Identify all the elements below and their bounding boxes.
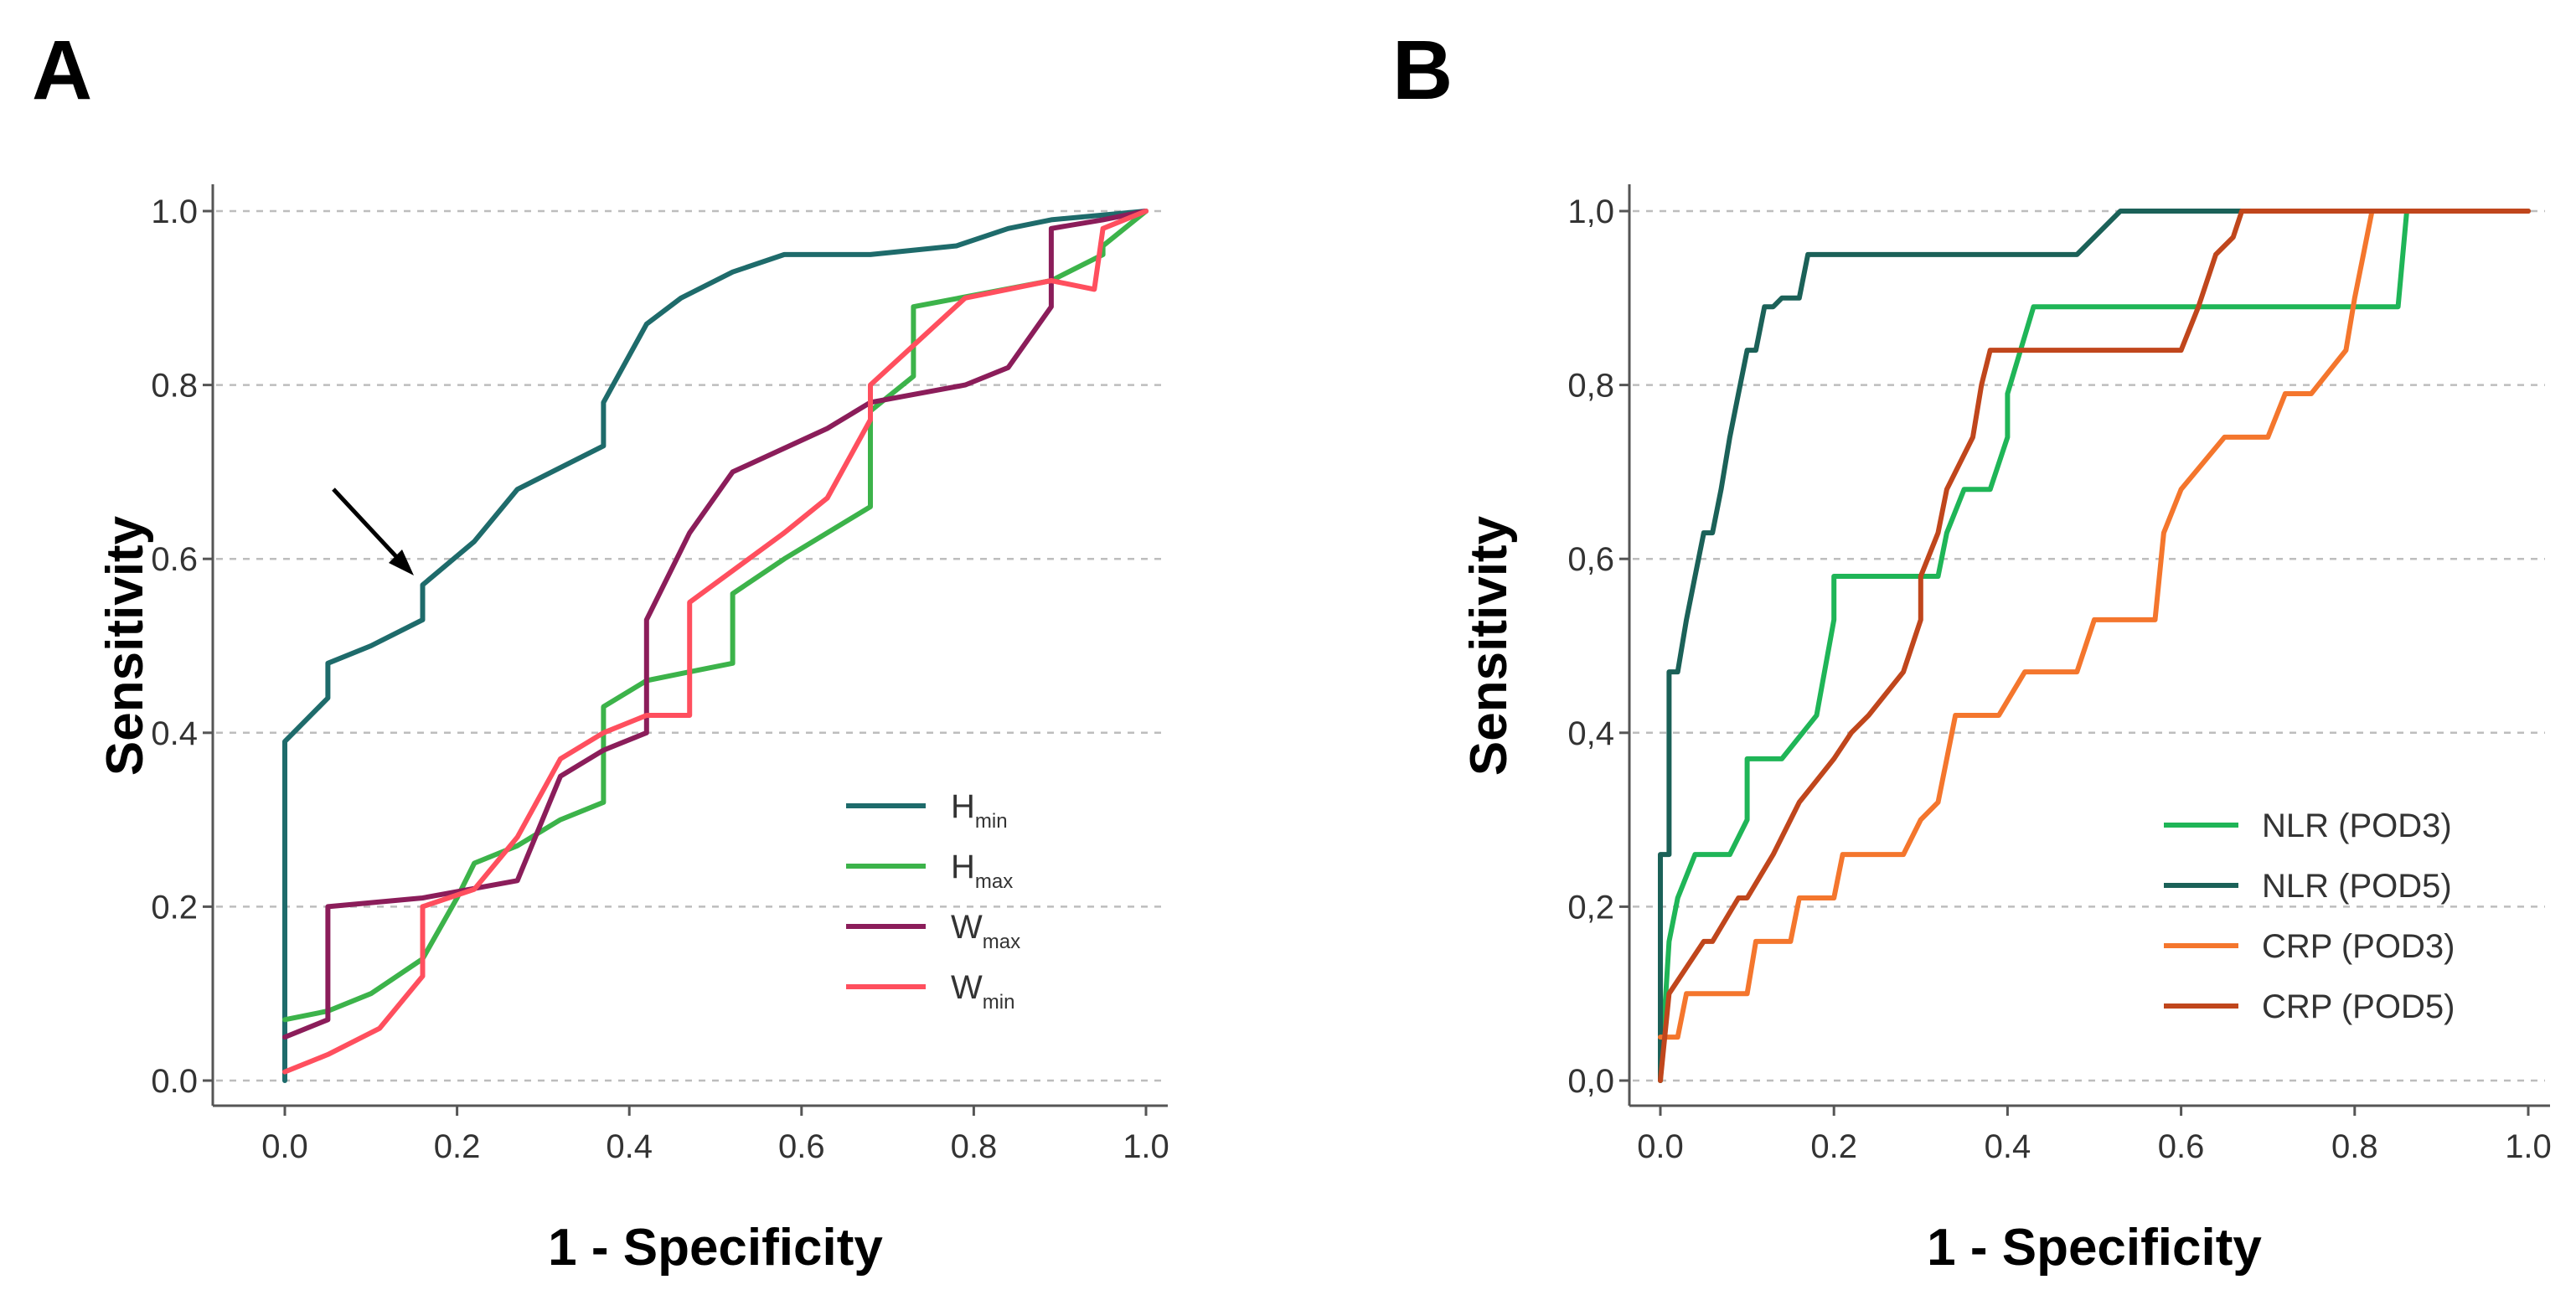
panel-b-x-axis-title: 1 - Specificity — [1927, 1219, 2262, 1277]
panel-a-x-axis-title: 1 - Specificity — [548, 1219, 883, 1277]
panel-a-letter: A — [32, 23, 92, 117]
panel-b-x-tick-label: 0.4 — [1985, 1128, 2031, 1165]
panel-b-series-crp-pod5 — [1658, 209, 2531, 1083]
legend-label: NLR (POD3) — [2262, 807, 2452, 844]
panel-b-series-nlr-pod3 — [1658, 209, 2531, 1083]
legend-label-subscript: max — [983, 931, 1020, 953]
legend-label: Wmax — [951, 909, 1020, 953]
panel-a-series-w-max — [282, 209, 1149, 1040]
legend-label: Hmin — [951, 788, 1008, 833]
panel-a-x-tick-label: 1.0 — [1123, 1128, 1169, 1165]
panel-b-y-tick-label: 0,4 — [1567, 715, 1614, 752]
panel-a-chart: 0.0 0.2 0.4 0.6 0.8 1.0 0.0 0.2 0.4 0.6 0.8 1.0 1 - … — [96, 184, 1169, 1277]
panel-b-x-tick-label: 1.0 — [2505, 1128, 2552, 1165]
panel-b-x-tick-label: 0.8 — [2331, 1128, 2378, 1165]
panel-a-y-tick-label: 0.0 — [151, 1063, 198, 1100]
panel-b-y-tick-label: 0,6 — [1567, 541, 1614, 578]
panel-a-x-tick-label: 0.8 — [951, 1128, 998, 1165]
panel-b-legend: NLR (POD3) NLR (POD5) CRP (POD3) CRP (POD5) — [2164, 807, 2455, 1025]
panel-b-series-nlr-pod5 — [1658, 209, 2531, 1083]
legend-label-subscript: min — [975, 810, 1008, 833]
legend-label: Hmax — [951, 849, 1013, 893]
legend-label-subscript: min — [983, 991, 1015, 1014]
panel-a-series-h-min — [282, 209, 1149, 1083]
panel-a-x-tick-label: 0.6 — [778, 1128, 825, 1165]
panel-a-y-tick-label: 0.8 — [151, 368, 198, 405]
panel-a-x-tick-label: 0.4 — [606, 1128, 653, 1165]
panel-b-x-tick-label: 0.2 — [1810, 1128, 1857, 1165]
panel-b-x-tick-label: 0.0 — [1637, 1128, 1684, 1165]
panel-a-y-tick-label: 0.6 — [151, 541, 198, 578]
panel-b-letter: B — [1392, 23, 1453, 117]
panel-a-series-w-min — [282, 209, 1149, 1075]
panel-b-y-tick-label: 0,2 — [1567, 889, 1614, 926]
legend-label: Wmin — [951, 969, 1014, 1014]
legend-label-subscript: max — [975, 870, 1013, 893]
panel-b-x-tick-label: 0.6 — [2158, 1128, 2205, 1165]
legend-label: NLR (POD5) — [2262, 868, 2452, 905]
annotation-arrow-icon — [332, 488, 414, 575]
panel-b-chart: 0,0 0,2 0,4 0,6 0,8 1,0 0.0 0.2 0.4 0.6 0.8 1.0 1 - … — [1460, 184, 2552, 1277]
panel-b-y-tick-label: 1,0 — [1567, 193, 1614, 230]
panel-a-x-tick-label: 0.0 — [261, 1128, 308, 1165]
legend-label: CRP (POD3) — [2262, 928, 2455, 965]
panel-b-y-tick-label: 0,8 — [1567, 368, 1614, 405]
panel-a-y-axis-title: Sensitivity — [96, 515, 154, 776]
panel-a-legend: Hmin Hmax Wmax Wmin — [846, 788, 1020, 1014]
panel-a-y-tick-label: 0.4 — [151, 715, 198, 752]
panel-a-y-tick-label: 0.2 — [151, 889, 198, 926]
panel-a-y-tick-label: 1.0 — [151, 193, 198, 230]
panel-a-x-tick-label: 0.2 — [434, 1128, 481, 1165]
panel-b-y-axis-title: Sensitivity — [1460, 515, 1518, 776]
panel-b-series-crp-pod3 — [1658, 209, 2531, 1040]
panel-b-y-tick-label: 0,0 — [1567, 1063, 1614, 1100]
legend-label: CRP (POD5) — [2262, 988, 2455, 1025]
